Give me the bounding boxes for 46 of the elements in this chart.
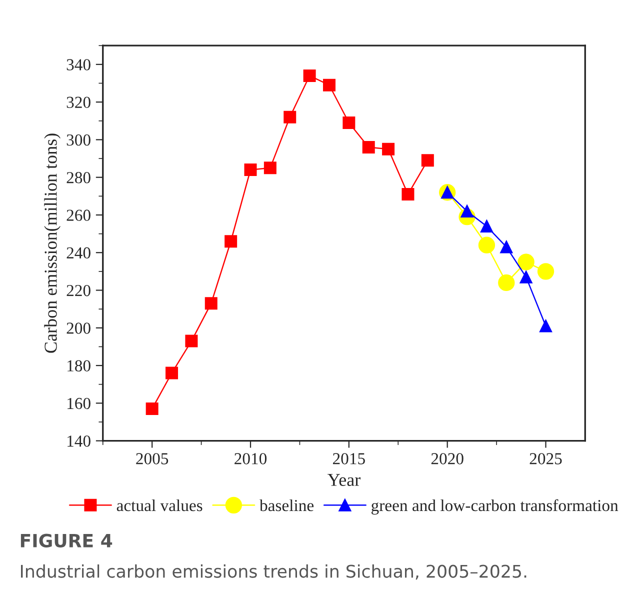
y-tick-label: 300 [66,134,90,146]
y-tick-label: 280 [66,172,90,184]
y-tick-label: 340 [66,59,90,70]
y-tick-label: 260 [66,210,90,221]
legend-label: baseline [260,499,314,512]
x-tick-label: 2005 [136,453,168,464]
x-tick-label: 2025 [530,453,562,464]
point [185,334,198,348]
point [166,366,178,380]
point [498,274,515,292]
point [402,188,414,201]
y-tick-label: 180 [68,360,90,372]
x-tick-label: 2010 [234,453,267,464]
point [362,140,375,154]
point [518,254,534,270]
point [146,402,158,416]
point [284,110,296,124]
point [540,320,552,332]
x-axis-title: Year [328,474,360,486]
point [500,240,513,254]
point [322,78,336,92]
caption: FIGURE 4 [20,534,112,548]
point [224,235,238,248]
point [520,270,532,284]
y-tick-label: 140 [68,436,90,447]
y-axis-title: Carbon emission(million tons) [44,134,61,353]
point [244,164,257,176]
y-tick-label: 320 [66,96,90,108]
y-tick-label: 240 [66,247,90,259]
legend-label: green and low-carbon transformation [371,499,618,515]
point [204,297,218,310]
point [480,220,493,233]
legend-label: actual values [116,499,202,512]
point [342,116,356,130]
point [421,154,434,167]
x-tick-label: 2015 [332,453,365,464]
y-tick-label: 200 [66,322,90,334]
y-tick-label: 160 [68,398,90,410]
point [478,236,496,254]
point [382,142,395,156]
text: Industrial carbon emissions trends in Sichuan, 2005–2025. [20,564,526,580]
x-tick-label: 2020 [431,453,464,464]
point [264,162,276,174]
point [303,69,316,82]
y-tick-label: 220 [66,284,90,296]
point [537,263,554,280]
